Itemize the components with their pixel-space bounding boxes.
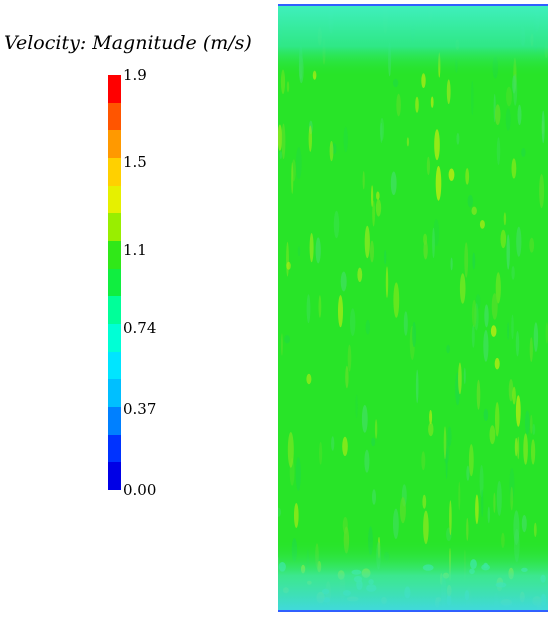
color-bar-segment: [108, 213, 121, 242]
color-bar-segment: [108, 130, 121, 159]
color-bar-segment: [108, 351, 121, 380]
color-bar-segment: [108, 268, 121, 297]
color-bar-segment: [108, 296, 121, 325]
velocity-contour-plot: [278, 4, 548, 612]
color-bar-segment: [108, 379, 121, 408]
color-bar: [108, 75, 121, 491]
color-bar-tick-label: 1.9: [123, 66, 147, 84]
color-bar-segment: [108, 158, 121, 186]
color-bar-tick-label: 1.1: [123, 240, 147, 259]
color-bar-segment: [108, 324, 121, 352]
color-bar-tick-label: 0.37: [123, 400, 157, 419]
color-bar-segment: [108, 102, 121, 131]
color-bar-segment: [108, 75, 121, 103]
legend-title: Velocity: Magnitude (m/s): [4, 32, 252, 54]
color-bar-segment: [108, 185, 121, 214]
color-bar-tick-label: 0.74: [123, 319, 157, 338]
wall-gradient: [278, 4, 548, 612]
color-bar-tick-label: 1.5: [123, 153, 147, 172]
bottom-wall: [278, 610, 548, 612]
color-bar-segment: [108, 407, 121, 435]
contour-canvas: [278, 4, 548, 612]
color-bar-tick-label: 0.00: [123, 481, 157, 499]
color-bar-segment: [108, 462, 121, 491]
top-wall: [278, 4, 548, 6]
color-bar-segment: [108, 241, 121, 269]
color-bar-segment: [108, 434, 121, 463]
